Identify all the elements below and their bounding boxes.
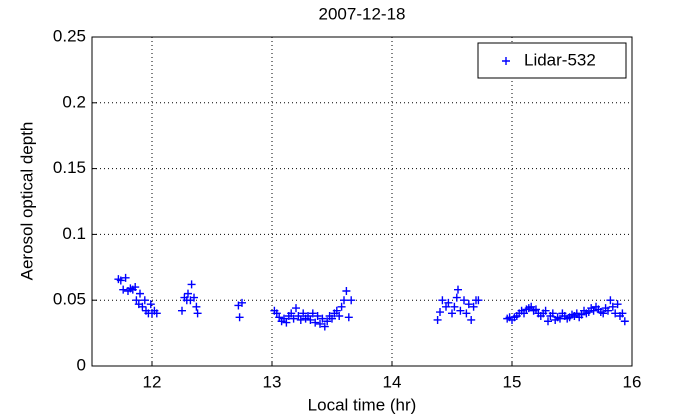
data-point [184,289,192,298]
data-point [454,285,462,294]
data-point [464,300,473,309]
data-point [152,309,161,318]
data-point [131,283,140,292]
data-point [433,315,442,324]
y-tick-label: 0.15 [53,158,86,177]
data-point [620,317,629,326]
data-point [335,311,344,320]
data-point [452,293,461,302]
data-point [292,304,300,313]
data-point [467,315,476,324]
data-point [544,317,552,326]
data-point [320,322,329,331]
data-point [299,309,308,318]
y-tick-label: 0.2 [62,92,86,111]
data-point [337,302,346,311]
data-point [323,317,332,326]
x-tick-label: 14 [383,372,402,391]
chart-title: 2007-12-18 [319,4,406,23]
data-point [178,306,186,315]
data-point [599,309,608,318]
legend-label: Lidar-532 [524,50,596,69]
data-point [347,296,356,305]
data-point [608,302,617,311]
data-point [138,302,147,311]
data-point [456,306,465,315]
data-point [193,309,202,318]
data-point [192,302,201,311]
data-point [332,306,341,315]
data-point [116,276,125,285]
data-point [313,311,322,320]
legend-marker [502,57,510,65]
data-point [474,296,483,305]
data-point [541,306,550,315]
data-point [436,308,444,317]
data-point [311,318,320,327]
data-point [460,296,468,305]
data-point [448,309,456,318]
data-point [289,314,298,323]
data-point [306,315,315,324]
x-tick-label: 16 [623,372,642,391]
data-point [606,296,615,305]
data-point [121,273,130,282]
y-tick-label: 0 [77,355,86,374]
data-point [613,300,622,309]
data-point [342,286,351,295]
data-point [238,298,246,307]
x-tick-label: 15 [503,372,522,391]
data-point [235,313,244,322]
data-point [140,296,149,305]
data-point [282,318,291,327]
data-point [618,309,627,318]
data-point [136,289,144,298]
data-point [316,319,324,328]
data-point [119,285,128,294]
data-point [344,313,353,322]
data-point [556,314,564,323]
data-point [146,300,155,309]
data-point [318,314,327,323]
x-tick-label: 12 [143,372,162,391]
data-point [469,302,478,311]
y-axis-label: Aerosol optical depth [17,122,36,281]
data-point [328,314,336,323]
data-point [296,315,305,324]
data-point [187,280,196,289]
data-point [190,293,198,302]
data-point [548,309,557,318]
data-point [308,309,317,318]
data-point [450,302,459,311]
data-point [340,296,348,305]
data-point [287,309,296,318]
data-point [438,296,447,305]
data-point [604,306,612,315]
y-tick-label: 0.1 [62,224,86,243]
x-tick-label: 13 [263,372,282,391]
y-tick-label: 0.05 [53,290,86,309]
data-point [611,309,620,318]
y-tick-label: 0.25 [53,26,86,45]
data-point [462,309,471,318]
x-axis-label: Local time (hr) [308,395,417,414]
data-point [444,298,453,307]
